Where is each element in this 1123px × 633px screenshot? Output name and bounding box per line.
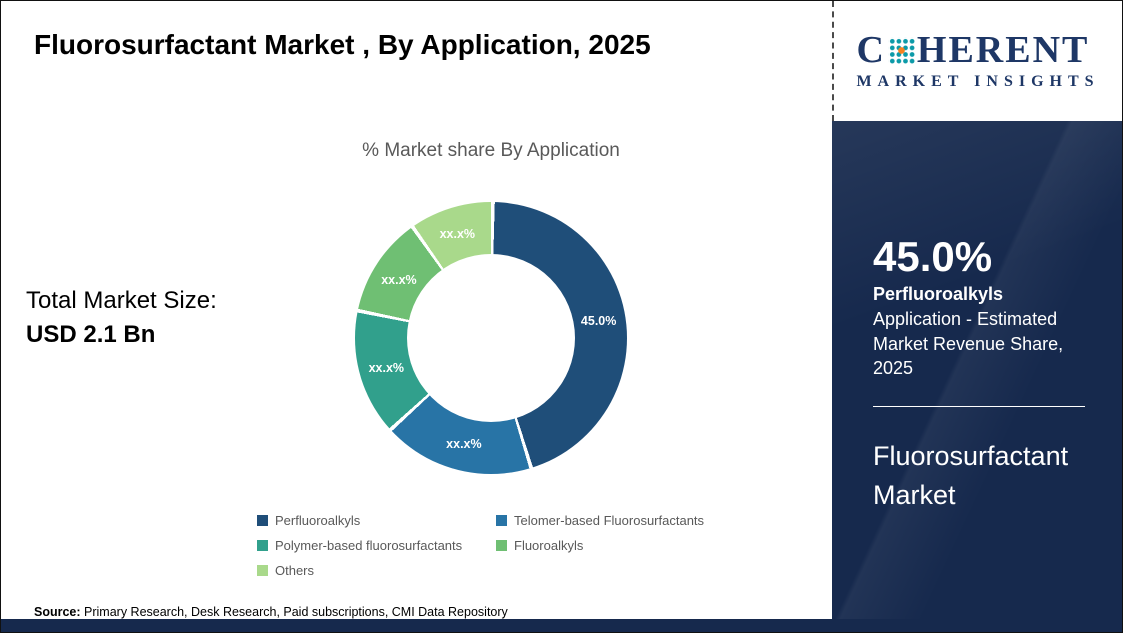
- slice-label: xx.x%: [440, 227, 475, 241]
- market-name: Fluorosurfactant Market: [873, 437, 1075, 515]
- legend-label: Telomer-based Fluorosurfactants: [514, 513, 704, 528]
- coherent-logo: C HERENT MARKET INSIGHTS: [856, 31, 1099, 91]
- donut-chart: 45.0% xx.x% xx.x% xx.x% xx.x%: [355, 202, 627, 474]
- donut-hole: [407, 254, 575, 422]
- chart-title: % Market share By Application: [256, 140, 726, 162]
- slice-label: 45.0%: [581, 314, 616, 328]
- infographic-frame: Fluorosurfactant Market , By Application…: [0, 0, 1123, 633]
- logo-brand: C HERENT: [856, 31, 1099, 69]
- logo-letter-c: C: [856, 29, 885, 71]
- legend-swatch: [257, 565, 268, 576]
- total-market-value: USD 2.1 Bn: [26, 318, 217, 352]
- legend-label: Fluoroalkyls: [514, 538, 583, 553]
- chart-legend: Perfluoroalkyls Telomer-based Fluorosurfa…: [257, 513, 704, 578]
- source-line: Source: Primary Research, Desk Research,…: [34, 605, 508, 619]
- legend-item: Fluoroalkyls: [496, 538, 704, 553]
- stat-name: Perfluoroalkyls: [873, 284, 1122, 305]
- bottom-bar: [1, 619, 1122, 632]
- legend-label: Perfluoroalkyls: [275, 513, 360, 528]
- logo-dot-grid-icon: [888, 37, 915, 64]
- legend-item: Telomer-based Fluorosurfactants: [496, 513, 704, 528]
- panel-divider: [873, 406, 1085, 407]
- legend-swatch: [257, 515, 268, 526]
- legend-swatch: [257, 540, 268, 551]
- slice-label: xx.x%: [381, 273, 416, 287]
- legend-label: Polymer-based fluorosurfactants: [275, 538, 462, 553]
- slice-label: xx.x%: [446, 437, 481, 451]
- total-market-block: Total Market Size: USD 2.1 Bn: [26, 284, 217, 352]
- legend-swatch: [496, 515, 507, 526]
- logo-tagline: MARKET INSIGHTS: [856, 73, 1099, 91]
- legend-item: Perfluoroalkyls: [257, 513, 496, 528]
- logo-area: C HERENT MARKET INSIGHTS: [832, 1, 1122, 121]
- legend-item: Polymer-based fluorosurfactants: [257, 538, 496, 553]
- legend-item: Others: [257, 563, 496, 578]
- source-label: Source:: [34, 605, 81, 619]
- stat-description: Application - Estimated Market Revenue S…: [873, 307, 1085, 380]
- source-text: Primary Research, Desk Research, Paid su…: [81, 605, 508, 619]
- legend-label: Others: [275, 563, 314, 578]
- legend-swatch: [496, 540, 507, 551]
- logo-letters-rest: HERENT: [917, 29, 1089, 71]
- page-title: Fluorosurfactant Market , By Application…: [34, 29, 651, 61]
- total-market-label: Total Market Size:: [26, 284, 217, 318]
- side-panel: 45.0% Perfluoroalkyls Application - Esti…: [832, 121, 1122, 619]
- slice-label: xx.x%: [369, 361, 404, 375]
- stat-value: 45.0%: [873, 233, 1122, 281]
